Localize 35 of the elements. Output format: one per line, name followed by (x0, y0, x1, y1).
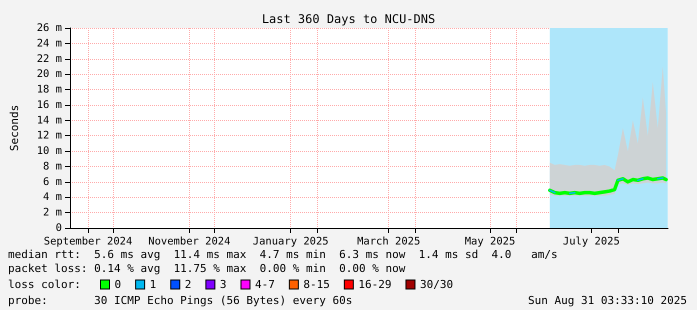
y-tick-label: 18 m (36, 84, 62, 96)
y-tick-label: 12 m (36, 130, 62, 142)
chart-title: Last 360 Days to NCU-DNS (262, 12, 436, 26)
y-tick-label: 24 m (36, 37, 62, 50)
x-tick-label: March 2025 (357, 236, 420, 248)
legend-label: 30/30 (420, 278, 454, 291)
y-axis-title: Seconds (8, 104, 21, 152)
y-tick-label: 22 m (36, 52, 62, 65)
text: probe: 30 ICMP Echo Pings (56 Bytes) every 60s (8, 294, 352, 307)
legend-label: 8-15 (303, 278, 330, 291)
legend-title: loss color: (8, 278, 81, 291)
y-tick-label: 8 m (43, 160, 62, 172)
text: Sun Aug 31 03:33:10 2025 (528, 294, 688, 307)
text: median rtt: 5.6 ms avg 11.4 ms max 4.7 ms min 6.3 ms now 1.4 ms sd 4.0 am/s (8, 248, 558, 261)
legend-label: 16-29 (358, 278, 392, 291)
legend-label: 0 (114, 278, 122, 291)
y-tick-label: 26 m (36, 22, 62, 34)
legend-label: 2 (184, 278, 192, 291)
x-tick-label: September 2024 (44, 236, 132, 248)
y-tick-label: 14 m (36, 114, 62, 126)
x-tick-label: May 2025 (464, 236, 516, 248)
legend-label: 3 (220, 278, 226, 291)
y-tick-label: 0 (56, 222, 62, 234)
x-tick-label: July 2025 (562, 236, 620, 248)
y-tick-label: 10 m (36, 145, 62, 158)
x-tick-label: November 2024 (148, 236, 230, 248)
y-tick-label: 6 m (43, 176, 62, 188)
y-tick-label: 16 m (36, 98, 62, 111)
y-tick-label: 20 m (36, 68, 62, 80)
text: packet loss: 0.14 % avg 11.75 % max 0.00 % min 0.00 % now (8, 262, 406, 275)
legend-label: 1 (150, 278, 156, 291)
y-tick-label: 2 m (43, 206, 62, 219)
legend-label: 4-7 (254, 278, 275, 291)
x-tick-label: January 2025 (252, 236, 329, 248)
y-tick-label: 4 m (43, 191, 62, 204)
